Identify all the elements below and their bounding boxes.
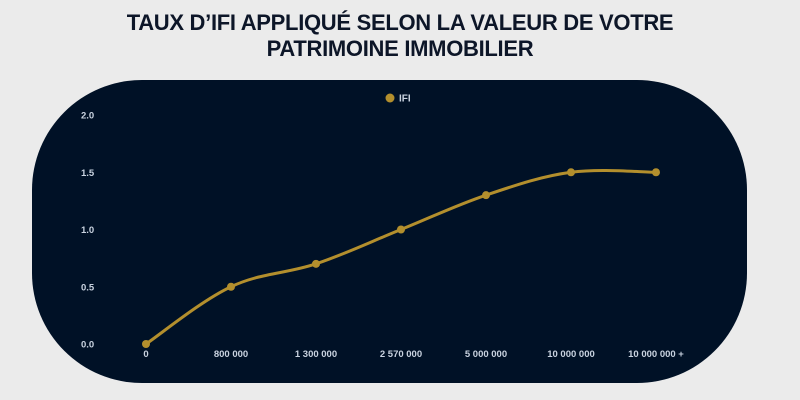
y-tick-label: 2.0 [81, 111, 94, 122]
legend-label-ifi: IFI [399, 94, 411, 105]
x-tick-label: 1 300 000 [295, 349, 337, 360]
y-tick-label: 1.0 [81, 225, 94, 236]
legend: IFI [385, 93, 411, 105]
y-tick-label: 0.5 [81, 282, 95, 293]
data-point-1[interactable] [227, 282, 235, 291]
chart-title: TAUX D’IFI APPLIQUÉ SELON LA VALEUR DE V… [0, 10, 800, 62]
y-tick-label: 1.5 [81, 168, 95, 179]
legend-circle-marker-icon [385, 93, 395, 103]
chart-title-line-2: PATRIMOINE IMMOBILIER [266, 36, 534, 61]
x-tick-label: 10 000 000 + [628, 349, 684, 360]
x-tick-label: 5 000 000 [465, 349, 507, 360]
data-point-5[interactable] [567, 168, 575, 177]
x-tick-label: 2 570 000 [380, 349, 422, 360]
series-line-ifi [144, 168, 658, 346]
chart-title-line-1: TAUX D’IFI APPLIQUÉ SELON LA VALEUR DE V… [126, 10, 674, 35]
data-point-3[interactable] [397, 225, 405, 234]
chart-card [32, 80, 747, 383]
data-point-0[interactable] [142, 340, 150, 348]
y-tick-label: 0.0 [81, 340, 94, 351]
data-point-4[interactable] [482, 191, 490, 200]
x-axis: 0 800 000 1 300 000 2 570 000 5 000 000 10 00… [143, 349, 684, 360]
x-tick-label: 800 000 [214, 349, 248, 360]
series-points-ifi [142, 168, 660, 348]
data-point-6[interactable] [652, 168, 660, 177]
y-axis: 0.0 0.5 1.0 1.5 2.0 [81, 111, 95, 351]
data-point-2[interactable] [312, 259, 320, 268]
x-tick-label: 10 000 000 [547, 349, 595, 360]
x-tick-label: 0 [143, 349, 148, 360]
